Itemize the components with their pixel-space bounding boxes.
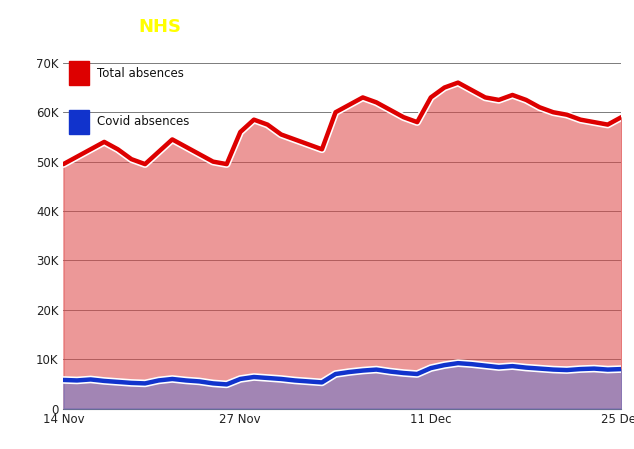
FancyBboxPatch shape	[69, 110, 89, 134]
Text: NHS: NHS	[138, 18, 181, 36]
FancyBboxPatch shape	[69, 61, 89, 85]
Text: STAFF OFF SICK FROM WORK THIS WINTER: STAFF OFF SICK FROM WORK THIS WINTER	[181, 18, 623, 36]
Text: NUMBER OF: NUMBER OF	[11, 18, 138, 36]
Text: Total absences: Total absences	[97, 67, 184, 80]
Text: Covid absences: Covid absences	[97, 115, 190, 128]
